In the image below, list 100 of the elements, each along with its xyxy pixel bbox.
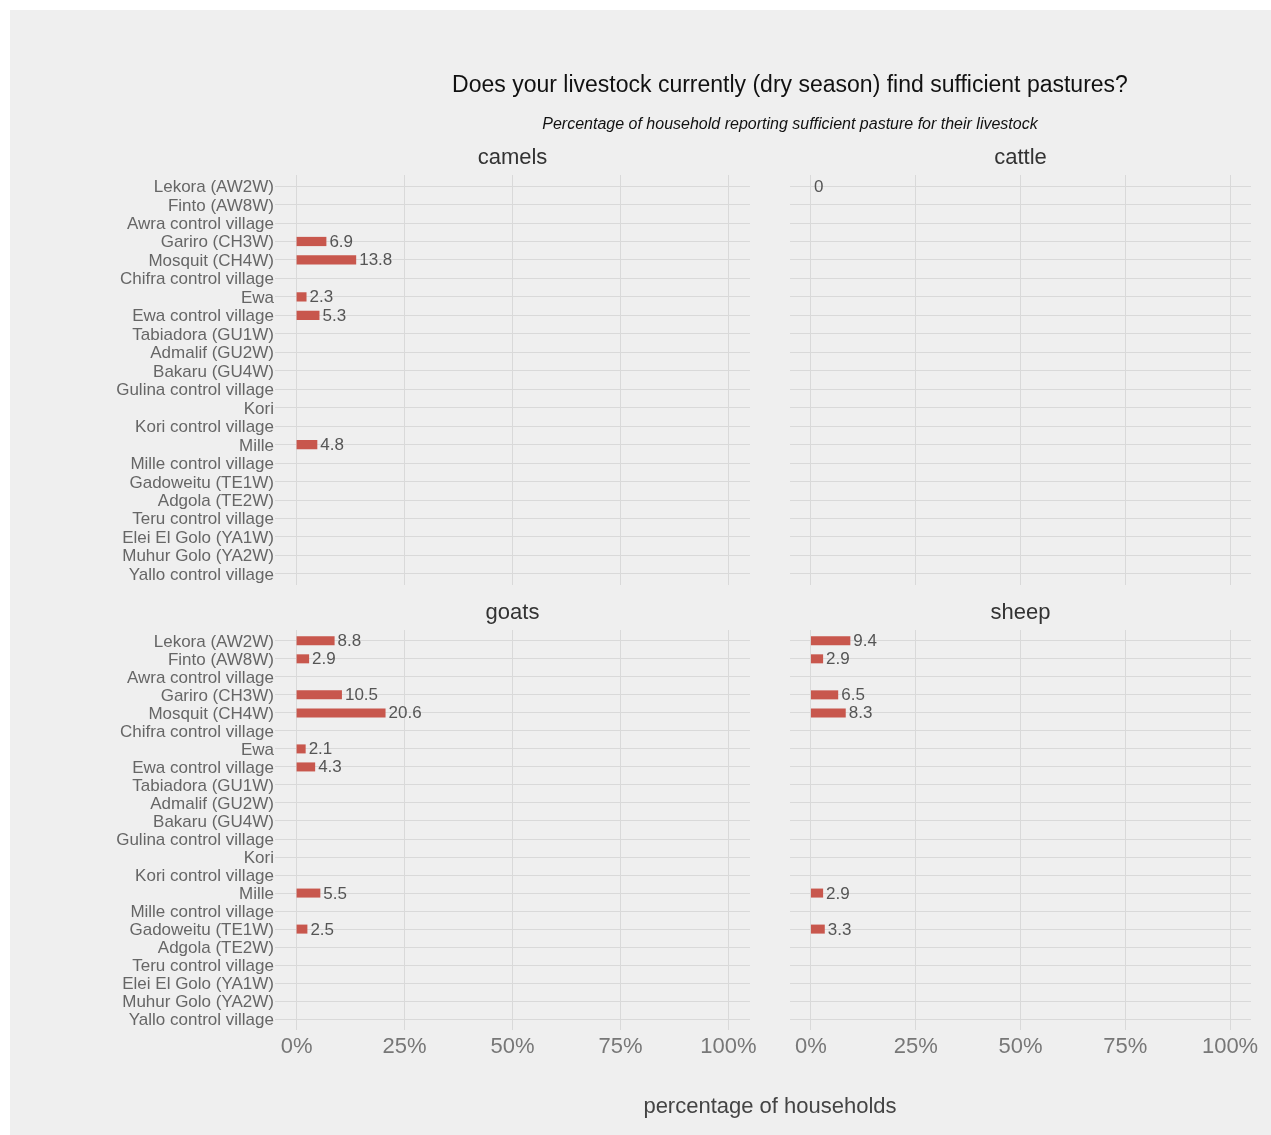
y-tick-label: Mille control village bbox=[130, 902, 274, 922]
chart-title: cattle bbox=[994, 144, 1047, 170]
data-label: 13.8 bbox=[359, 250, 393, 270]
bar bbox=[810, 708, 846, 718]
y-tick-label: Gulina control village bbox=[116, 380, 274, 400]
y-tick-label: Chifra control village bbox=[119, 721, 274, 741]
x-axis-title: percentage of households bbox=[642, 1093, 898, 1119]
chart-title: camels bbox=[477, 144, 548, 170]
y-tick-label: Gadoweitu (TE1W) bbox=[129, 472, 274, 492]
y-tick-label: Adgola (TE2W) bbox=[157, 938, 274, 958]
data-label: 9.4 bbox=[853, 631, 877, 651]
bar bbox=[296, 924, 308, 934]
y-tick-label: Kori bbox=[243, 847, 274, 867]
y-tick-label: Bakaru (GU4W) bbox=[153, 361, 274, 381]
data-label: 6.9 bbox=[329, 231, 354, 251]
y-tick-label: Finto (AW8W) bbox=[167, 195, 274, 215]
y-tick-label: Chifra control village bbox=[119, 269, 274, 289]
y-tick-label: Gariro (CH3W) bbox=[160, 232, 274, 252]
y-tick-label: Ewa bbox=[240, 287, 275, 307]
y-tick-label: Admalif (GU2W) bbox=[150, 793, 274, 813]
data-label: 8.8 bbox=[337, 631, 362, 651]
bar bbox=[296, 636, 335, 646]
data-label: 8.3 bbox=[848, 703, 873, 723]
data-label: 2.9 bbox=[826, 649, 850, 669]
y-tick-label: Lekora (AW2W) bbox=[153, 631, 274, 651]
y-tick-label: Mille bbox=[239, 884, 274, 904]
y-tick-label: Teru control village bbox=[132, 956, 274, 976]
bar bbox=[296, 654, 310, 664]
bar bbox=[296, 310, 320, 320]
bar bbox=[296, 292, 307, 302]
bar bbox=[810, 654, 824, 664]
x-tick-label: 0% bbox=[280, 1033, 313, 1058]
x-tick-label: 100% bbox=[1201, 1033, 1259, 1058]
bar bbox=[810, 888, 824, 898]
y-tick-label: Mosquit (CH4W) bbox=[148, 703, 274, 723]
data-label: 3.3 bbox=[827, 919, 852, 939]
data-label: 4.8 bbox=[320, 435, 344, 455]
y-tick-label: Muhur Golo (YA2W) bbox=[122, 992, 274, 1012]
y-tick-label: Kori control village bbox=[135, 417, 274, 437]
y-tick-label: Admalif (GU2W) bbox=[150, 343, 274, 363]
bar bbox=[296, 708, 386, 718]
bar bbox=[810, 690, 839, 700]
x-tick-label: 50% bbox=[490, 1033, 535, 1058]
y-tick-label: Mille bbox=[239, 435, 274, 455]
y-tick-label: Mosquit (CH4W) bbox=[148, 250, 274, 270]
y-tick-label: Adgola (TE2W) bbox=[157, 491, 274, 510]
data-label: 2.3 bbox=[309, 287, 334, 307]
y-tick-label: Yallo control village bbox=[128, 564, 274, 584]
y-tick-label: Lekora (AW2W) bbox=[153, 177, 274, 197]
x-tick-label: 25% bbox=[382, 1033, 427, 1058]
bar bbox=[296, 236, 327, 247]
x-tick-label: 75% bbox=[1103, 1033, 1148, 1058]
data-label: 2.9 bbox=[826, 883, 850, 903]
y-tick-label: Kori bbox=[243, 398, 274, 418]
y-tick-label: Muhur Golo (YA2W) bbox=[122, 546, 274, 566]
y-tick-label: Tabiadora (GU1W) bbox=[132, 324, 274, 344]
data-label: 10.5 bbox=[344, 685, 379, 705]
bar bbox=[296, 255, 357, 265]
bar bbox=[296, 744, 306, 754]
y-tick-label: Ewa control village bbox=[132, 757, 274, 777]
y-tick-label: Bakaru (GU4W) bbox=[153, 811, 274, 831]
bar bbox=[296, 762, 316, 772]
y-tick-label: Yallo control village bbox=[128, 1010, 274, 1030]
data-label: 20.6 bbox=[388, 703, 422, 723]
chart-title: sheep bbox=[990, 599, 1051, 625]
data-label: 2.5 bbox=[310, 919, 335, 939]
text: Does your livestock currently (dry season) find sufficient pastures? bbox=[451, 71, 1129, 98]
data-label: 5.5 bbox=[323, 883, 347, 903]
y-tick-label: Gulina control village bbox=[116, 829, 274, 849]
data-label: 6.5 bbox=[841, 685, 865, 705]
y-tick-label: Mille control village bbox=[130, 454, 274, 474]
data-label: 2.1 bbox=[308, 739, 333, 759]
x-tick-label: 25% bbox=[893, 1033, 938, 1058]
y-tick-label: Awra control village bbox=[126, 213, 274, 233]
bar bbox=[810, 636, 851, 646]
y-tick-label: Ewa bbox=[240, 739, 275, 759]
y-tick-label: Awra control village bbox=[126, 667, 274, 687]
x-tick-label: 50% bbox=[998, 1033, 1043, 1058]
data-label: 4.3 bbox=[318, 757, 342, 777]
x-tick-label: 75% bbox=[598, 1033, 643, 1058]
bar bbox=[810, 924, 825, 934]
y-tick-label: Finto (AW8W) bbox=[167, 649, 274, 669]
text: Percentage of household reporting sufficient pasture for their livestock bbox=[541, 115, 1039, 133]
x-tick-label: 100% bbox=[700, 1033, 757, 1058]
y-tick-label: Ewa control village bbox=[132, 306, 274, 326]
bar bbox=[296, 440, 318, 450]
y-tick-label: Teru control village bbox=[132, 509, 274, 529]
data-label: 0 bbox=[813, 176, 824, 196]
y-tick-label: Tabiadora (GU1W) bbox=[132, 775, 274, 795]
chart-title: goats bbox=[485, 599, 540, 625]
bar bbox=[296, 888, 321, 898]
y-tick-label: Elei El Golo (YA1W) bbox=[122, 527, 274, 547]
y-tick-label: Elei El Golo (YA1W) bbox=[122, 974, 274, 994]
bar bbox=[296, 690, 342, 700]
y-tick-label: Gadoweitu (TE1W) bbox=[129, 920, 274, 940]
y-tick-label: Kori control village bbox=[135, 866, 274, 885]
data-label: 2.9 bbox=[312, 649, 336, 669]
y-tick-label: Gariro (CH3W) bbox=[160, 685, 274, 705]
data-label: 5.3 bbox=[322, 305, 347, 325]
x-tick-label: 0% bbox=[795, 1033, 827, 1058]
